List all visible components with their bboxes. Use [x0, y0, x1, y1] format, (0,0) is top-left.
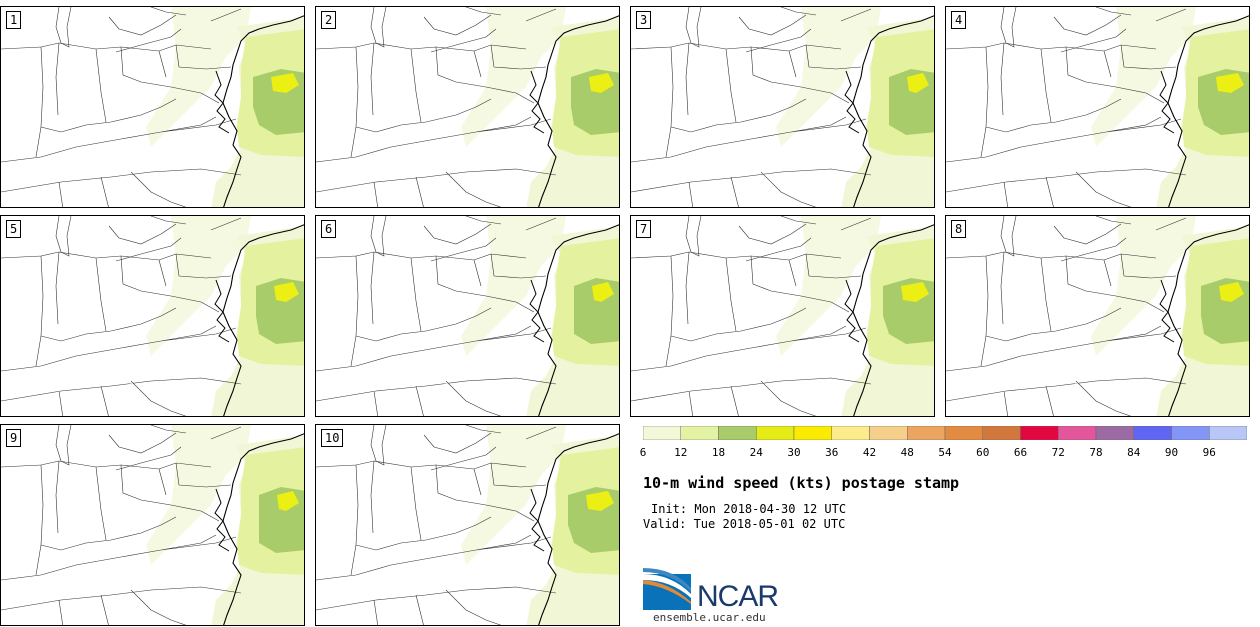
colorbar-swatch: [1095, 426, 1134, 440]
ensemble-member-panel: 4: [945, 6, 1250, 208]
wind-map: [631, 216, 934, 416]
wind-map: [316, 425, 619, 625]
ensemble-member-panel: 10: [315, 424, 620, 626]
colorbar-tick-label: 12: [674, 446, 688, 459]
plot-title: 10-m wind speed (kts) postage stamp: [643, 474, 960, 492]
member-number-label: 7: [636, 220, 652, 238]
init-time: Init: Mon 2018-04-30 12 UTC: [651, 502, 847, 516]
colorbar-tick-label: 72: [1051, 446, 1065, 459]
valid-time: Valid: Tue 2018-05-01 02 UTC: [643, 517, 846, 531]
colorbar-swatch: [718, 426, 757, 440]
ensemble-member-panel: 8: [945, 215, 1250, 417]
colorbar-swatch: [831, 426, 870, 440]
colorbar-tick-label: 42: [862, 446, 877, 459]
colorbar-tick-label: 30: [787, 446, 801, 459]
member-number-label: 8: [951, 220, 967, 238]
colorbar-ticks: 6 12 18 24 30 36 42 48 54 60 66 72 78 84 90 96: [637, 446, 1257, 460]
colorbar-tick-label: 54: [938, 446, 952, 459]
colorbar-tick-label: 60: [976, 446, 990, 459]
member-number-label: 1: [6, 11, 22, 29]
colorbar-tick-label: 66: [1013, 446, 1028, 459]
wind-map: [946, 7, 1249, 207]
ensemble-member-panel: 5: [0, 215, 305, 417]
colorbar-swatch: [643, 426, 681, 440]
colorbar-tick-label: 18: [711, 446, 726, 459]
wind-speed-colorbar: [643, 426, 1247, 440]
colorbar-swatch: [1171, 426, 1210, 440]
wind-map: [316, 216, 619, 416]
colorbar-tick-label: 24: [749, 446, 763, 459]
member-number-label: 4: [951, 11, 967, 29]
wind-map: [1, 7, 304, 207]
ensemble-member-panel: 3: [630, 6, 935, 208]
colorbar-tick-label: 96: [1202, 446, 1216, 459]
website-url: ensemble.ucar.edu: [653, 611, 766, 624]
colorbar-tick-label: 84: [1127, 446, 1141, 459]
colorbar-tick-label: 78: [1089, 446, 1103, 459]
wind-map: [1, 425, 304, 625]
colorbar-swatch: [944, 426, 983, 440]
member-number-label: 2: [321, 11, 337, 29]
colorbar-swatch: [907, 426, 946, 440]
wind-map: [946, 216, 1249, 416]
colorbar-tick-label: 90: [1164, 446, 1179, 459]
member-number-label: 3: [636, 11, 652, 29]
colorbar-swatch: [1133, 426, 1172, 440]
member-number-label: 10: [321, 429, 344, 447]
colorbar-swatch: [793, 426, 832, 440]
ensemble-member-panel: 7: [630, 215, 935, 417]
colorbar-tick-label: 6: [639, 446, 647, 459]
ncar-logo-text: NCAR: [697, 580, 779, 613]
member-number-label: 6: [321, 220, 337, 238]
ensemble-member-panel: 2: [315, 6, 620, 208]
ncar-logo-icon: [643, 568, 691, 610]
colorbar-swatch: [1209, 426, 1247, 440]
ensemble-member-panel: 1: [0, 6, 305, 208]
wind-map: [316, 7, 619, 207]
member-number-label: 9: [6, 429, 22, 447]
ensemble-member-panel: 9: [0, 424, 305, 626]
colorbar-tick-label: 36: [825, 446, 839, 459]
colorbar-swatch: [982, 426, 1021, 440]
colorbar-swatch: [756, 426, 795, 440]
member-number-label: 5: [6, 220, 22, 238]
colorbar-swatch: [1020, 426, 1059, 440]
wind-map: [1, 216, 304, 416]
colorbar-tick-label: 48: [900, 446, 914, 459]
colorbar-swatch: [869, 426, 908, 440]
colorbar-swatch: [1058, 426, 1097, 440]
ensemble-member-panel: 6: [315, 215, 620, 417]
wind-map: [631, 7, 934, 207]
colorbar-swatch: [680, 426, 719, 440]
